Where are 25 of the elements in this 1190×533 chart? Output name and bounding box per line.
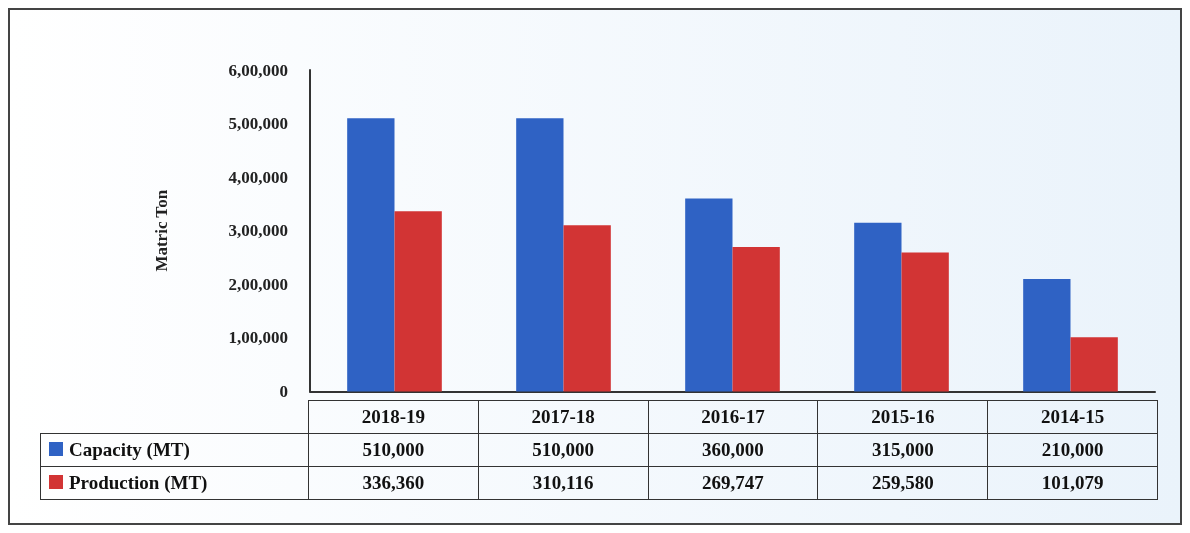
data-label: 259,580 bbox=[817, 466, 988, 500]
data-label: 315,000 bbox=[817, 433, 988, 467]
y-tick-label: 0 bbox=[279, 382, 288, 401]
y-tick-label: 5,00,000 bbox=[228, 114, 288, 134]
data-label: 210,000 bbox=[987, 433, 1158, 467]
data-label: 510,000 bbox=[478, 433, 649, 467]
x-tick-label: 2014-15 bbox=[987, 400, 1158, 434]
y-tick-label: 6,00,000 bbox=[228, 60, 288, 80]
y-tick-label: 1,00,000 bbox=[228, 328, 288, 348]
data-label: 269,747 bbox=[648, 466, 818, 500]
y-tick-label: 3,00,000 bbox=[228, 221, 288, 241]
x-tick-label: 2016-17 bbox=[648, 400, 818, 434]
data-label: 310,116 bbox=[478, 466, 649, 500]
data-label: 360,000 bbox=[648, 433, 818, 467]
legend-label: Capacity (MT) bbox=[40, 433, 309, 467]
x-tick-label: 2017-18 bbox=[478, 400, 649, 434]
x-tick-label: 2015-16 bbox=[817, 400, 988, 434]
y-tick-label: 4,00,000 bbox=[228, 167, 288, 187]
y-axis-title: Matric Ton bbox=[152, 189, 171, 272]
data-label: 510,000 bbox=[308, 433, 479, 467]
x-tick-label: 2018-19 bbox=[308, 400, 479, 434]
data-label: 336,360 bbox=[308, 466, 479, 500]
data-label: 101,079 bbox=[987, 466, 1158, 500]
legend-label: Production (MT) bbox=[40, 466, 309, 500]
y-tick-label: 2,00,000 bbox=[228, 274, 288, 294]
